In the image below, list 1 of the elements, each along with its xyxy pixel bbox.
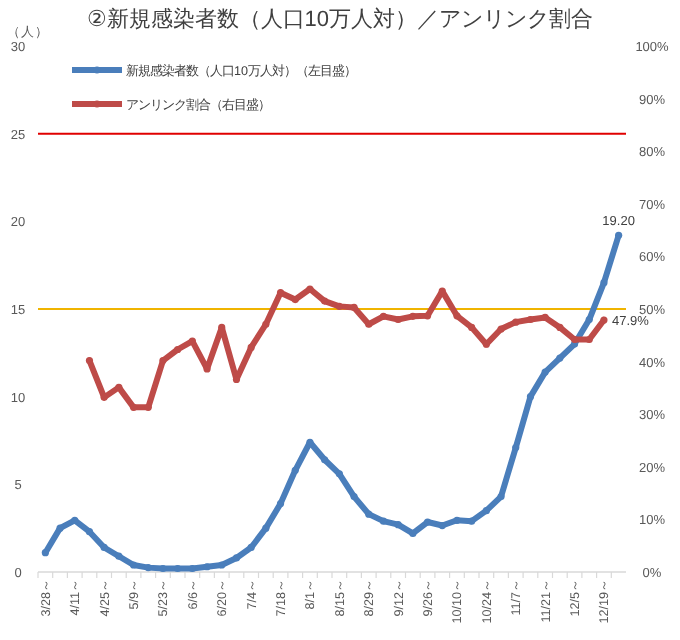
chart-title: ②新規感染者数（人口10万人対）／アンリンク割合 xyxy=(86,6,594,32)
